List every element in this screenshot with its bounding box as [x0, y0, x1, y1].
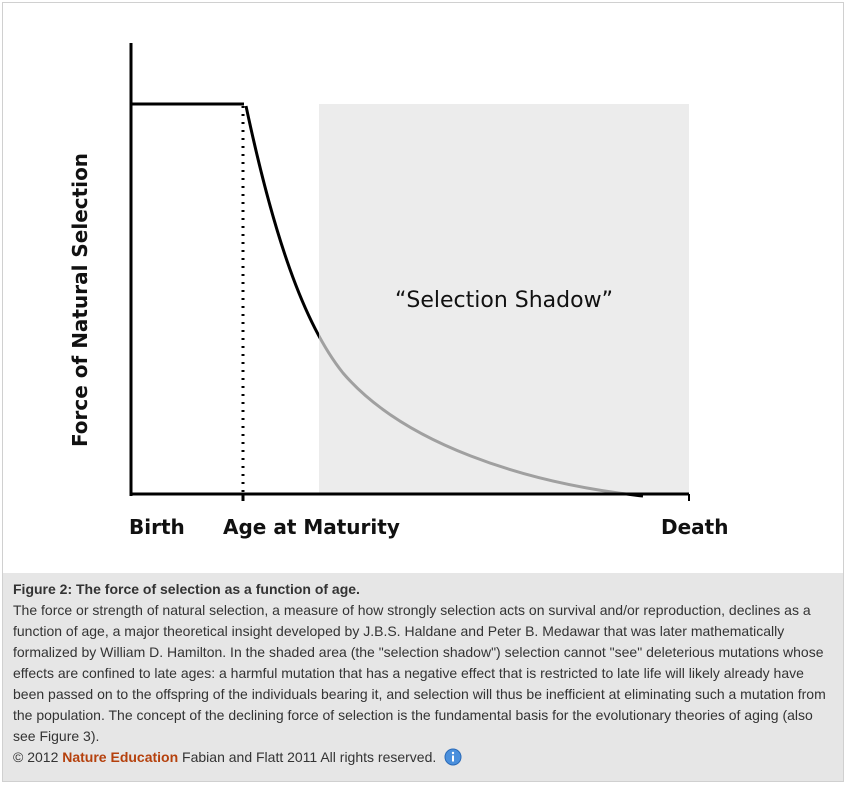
diagram: Force of Natural Selection Birth Age at … — [68, 43, 728, 539]
copyright-year: © 2012 — [13, 749, 59, 765]
x-label: Birth — [129, 515, 185, 539]
copyright: © 2012 Nature Education Fabian and Flatt… — [13, 747, 833, 768]
y-axis-label: Force of Natural Selection — [68, 153, 92, 447]
caption-text: The force or strength of natural selecti… — [13, 602, 826, 744]
info-icon[interactable] — [444, 748, 462, 766]
shadow-area — [319, 104, 689, 494]
caption: Figure 2: The force of selection as a fu… — [3, 573, 843, 781]
x-label: Age at Maturity — [223, 515, 400, 539]
x-label: Death — [661, 515, 728, 539]
shadow-label: “Selection Shadow” — [395, 288, 613, 313]
publisher-link[interactable]: Nature Education — [62, 749, 179, 765]
caption-title: Figure 2: The force of selection as a fu… — [13, 581, 360, 597]
rights: Fabian and Flatt 2011 All rights reserve… — [182, 749, 437, 765]
